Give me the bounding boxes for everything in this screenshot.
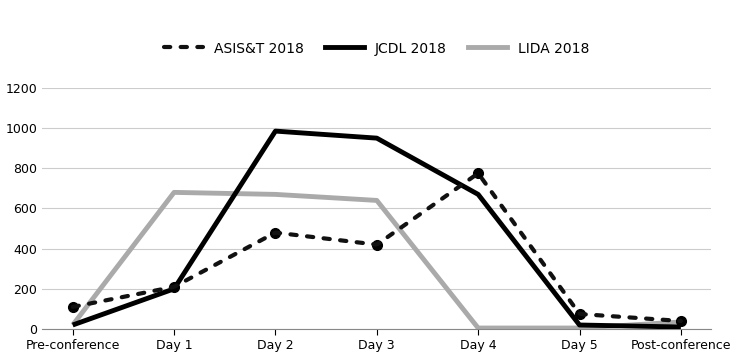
Legend: ASIS&T 2018, JCDL 2018, LIDA 2018: ASIS&T 2018, JCDL 2018, LIDA 2018 (165, 42, 589, 56)
